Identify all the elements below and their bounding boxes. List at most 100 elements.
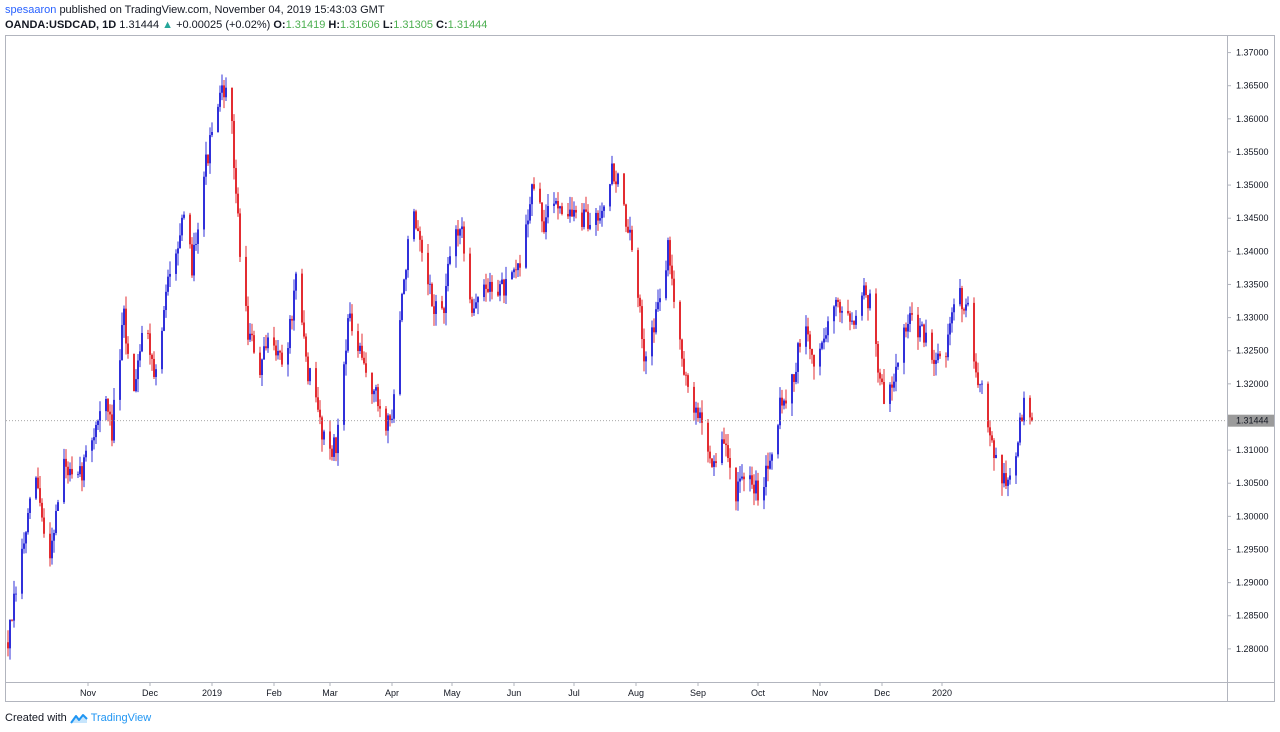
candle-body — [891, 384, 893, 388]
candle-body — [405, 270, 407, 280]
price-tick-label: 1.35500 — [1236, 147, 1269, 157]
candle-body — [527, 220, 529, 225]
candle-body — [763, 487, 765, 501]
candle-body — [595, 212, 597, 225]
candle-body — [335, 437, 337, 454]
candle-body — [235, 168, 237, 194]
candle-body — [261, 359, 263, 376]
candle-body — [903, 327, 905, 363]
time-tick-label: Dec — [874, 688, 891, 698]
price-tick-label: 1.33500 — [1236, 279, 1269, 289]
candle-body — [541, 202, 543, 222]
candle-body — [99, 411, 101, 421]
candle-body — [389, 415, 391, 420]
candle-body — [583, 209, 585, 227]
candle-body — [225, 87, 227, 98]
candle-body — [431, 283, 433, 307]
low-label: L: — [382, 19, 394, 31]
price-tick-label: 1.34000 — [1236, 246, 1269, 256]
candle-body — [275, 345, 277, 356]
candle-body — [909, 313, 911, 324]
candle-body — [23, 543, 25, 549]
candle-body — [791, 374, 793, 404]
chart-frame[interactable]: 1.37000 1.36500 1.36000 1.35500 1.35000 1.345… — [5, 35, 1275, 702]
candle-body — [403, 279, 405, 294]
candle-body — [991, 435, 993, 441]
candle-body — [317, 397, 319, 410]
time-tick-label: Jul — [568, 688, 580, 698]
candle-body — [865, 285, 867, 296]
candle-body — [251, 333, 253, 336]
candle-body — [919, 325, 921, 338]
close-value: 1.31444 — [447, 19, 488, 31]
candle-body — [805, 326, 807, 347]
candle-body — [55, 510, 57, 533]
candle-body — [963, 309, 965, 311]
candle-body — [51, 540, 53, 559]
candle-body — [471, 299, 473, 313]
candle-body — [653, 327, 655, 333]
price-chart[interactable]: 1.37000 1.36500 1.36000 1.35500 1.35000 1.345… — [6, 36, 1274, 701]
candle-body — [197, 229, 199, 244]
candle-body — [445, 286, 447, 314]
price-tick-label: 1.36500 — [1236, 81, 1269, 91]
candle-body — [7, 642, 9, 649]
candle-body — [641, 306, 643, 340]
open-label: O: — [273, 19, 286, 31]
candle-body — [847, 310, 849, 314]
candle-body — [177, 248, 179, 254]
candle-body — [57, 502, 59, 511]
candle-body — [475, 302, 477, 309]
candle-body — [757, 480, 759, 501]
candle-body — [191, 244, 193, 276]
candle-body — [539, 188, 541, 203]
time-tick-label: Oct — [751, 688, 766, 698]
candle-body — [897, 362, 899, 367]
candle-body — [809, 334, 811, 350]
candle-body — [217, 106, 219, 133]
candle-body — [877, 343, 879, 373]
candle-body — [911, 313, 913, 315]
candle-body — [109, 411, 111, 415]
price-axis[interactable]: 1.37000 1.36500 1.36000 1.35500 1.35000 1.345… — [1227, 48, 1274, 654]
candle-body — [699, 412, 701, 419]
author-link[interactable]: spesaaron — [5, 4, 57, 16]
candle-body — [867, 295, 869, 309]
candle-body — [861, 295, 863, 316]
candle-body — [755, 480, 757, 494]
candle-body — [415, 211, 417, 229]
tradingview-brand[interactable]: TradingView — [90, 712, 152, 724]
candle-body — [71, 468, 73, 475]
candle-body — [879, 372, 881, 379]
candle-body — [413, 211, 415, 240]
symbol-name[interactable]: OANDA:USDCAD, 1D — [5, 19, 117, 31]
price-tick-label: 1.28500 — [1236, 611, 1269, 621]
candle-body — [701, 412, 703, 423]
candle-body — [287, 348, 289, 365]
candle-body — [907, 323, 909, 332]
candle-body — [597, 212, 599, 221]
candle-body — [785, 400, 787, 404]
candle-body — [363, 357, 365, 364]
price-tick-label: 1.35000 — [1236, 180, 1269, 190]
candle-body — [725, 443, 727, 446]
candle-body — [821, 342, 823, 349]
time-tick-label: Sep — [690, 688, 706, 698]
price-tick-label: 1.30500 — [1236, 478, 1269, 488]
candle-body — [1005, 473, 1007, 486]
candle-body — [67, 466, 69, 476]
candle-body — [687, 375, 689, 387]
candle-body — [529, 204, 531, 221]
price-tick-label: 1.31000 — [1236, 445, 1269, 455]
candle-body — [557, 201, 559, 209]
candle-body — [1001, 454, 1003, 484]
candle-body — [489, 281, 491, 292]
candle-body — [881, 378, 883, 383]
candle-body — [925, 332, 927, 343]
candle-body — [463, 226, 465, 254]
time-axis[interactable]: Nov Dec 2019 Feb Mar Apr May Jun Jul Aug Sep Oct Nov… — [80, 682, 952, 698]
candle-body — [517, 263, 519, 271]
tradingview-logo-icon — [70, 713, 88, 724]
candle-body — [665, 270, 667, 299]
candle-body — [387, 415, 389, 431]
